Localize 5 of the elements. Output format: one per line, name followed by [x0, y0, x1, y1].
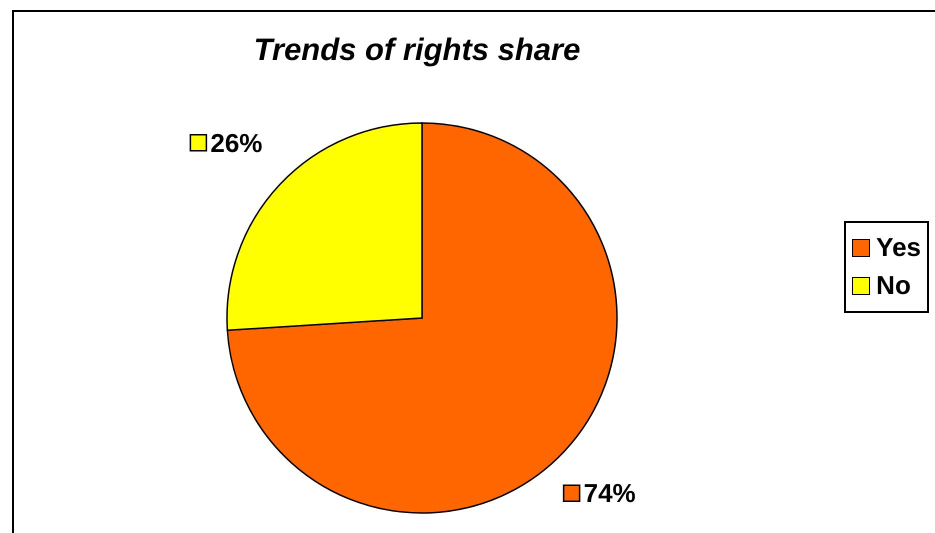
- legend-label: No: [876, 270, 911, 301]
- data-label: 26%: [210, 128, 262, 158]
- legend-label: Yes: [876, 232, 921, 263]
- data-label: 74%: [584, 478, 636, 508]
- chart-title: Trends of rights share: [252, 32, 582, 68]
